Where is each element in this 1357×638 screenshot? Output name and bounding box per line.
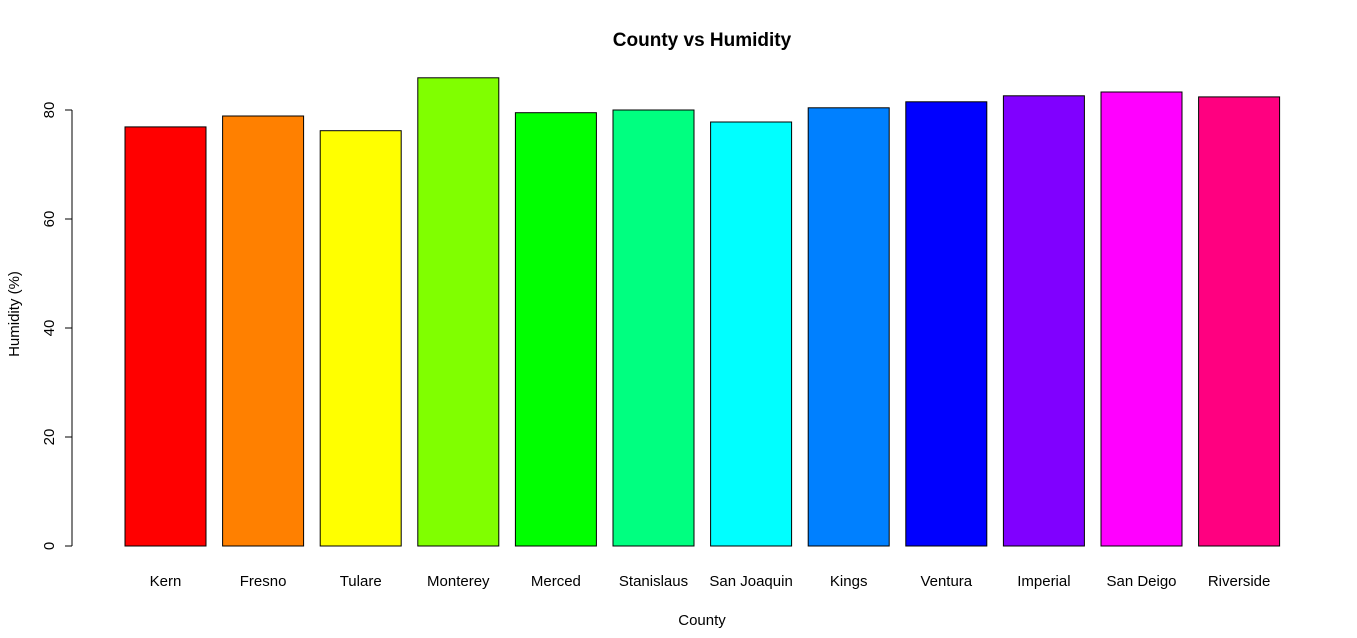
- y-tick-label: 40: [41, 320, 58, 337]
- bar-imperial: [1002, 95, 1085, 547]
- category-label: Kings: [830, 573, 868, 590]
- bar-tulare: [319, 130, 402, 547]
- category-labels: Kern Fresno Tulare Monterey Merced Stanislaus…: [150, 573, 1271, 590]
- bar-riverside: [1198, 96, 1281, 547]
- category-label: Monterey: [427, 573, 490, 590]
- y-tick-label: 0: [41, 542, 58, 550]
- category-label: Ventura: [920, 573, 972, 590]
- y-tick-label: 20: [41, 429, 58, 446]
- category-label: Riverside: [1208, 573, 1271, 590]
- bar-san-deigo: [1100, 91, 1183, 547]
- x-axis-label: County: [678, 612, 726, 629]
- bar-merced: [514, 112, 597, 547]
- y-axis-label: Humidity (%): [6, 271, 23, 357]
- bars-group: [124, 77, 1281, 547]
- bar-kern: [124, 126, 207, 547]
- category-label: Stanislaus: [619, 573, 688, 590]
- bar-stanislaus: [612, 109, 695, 547]
- category-label: Merced: [531, 573, 581, 590]
- category-label: San Deigo: [1106, 573, 1176, 590]
- y-axis: 0 20 40 60 80: [41, 102, 73, 550]
- category-label: Imperial: [1017, 573, 1070, 590]
- y-tick-label: 60: [41, 211, 58, 228]
- category-label: Tulare: [340, 573, 382, 590]
- bar-fresno: [222, 115, 305, 547]
- bar-san-joaquin: [710, 121, 793, 547]
- chart-title: County vs Humidity: [613, 30, 792, 51]
- bar-monterey: [417, 77, 500, 547]
- bar-ventura: [905, 101, 988, 547]
- y-tick-label: 80: [41, 102, 58, 119]
- category-label: Kern: [150, 573, 182, 590]
- bar-kings: [807, 107, 890, 547]
- category-label: Fresno: [240, 573, 287, 590]
- category-label: San Joaquin: [709, 573, 792, 590]
